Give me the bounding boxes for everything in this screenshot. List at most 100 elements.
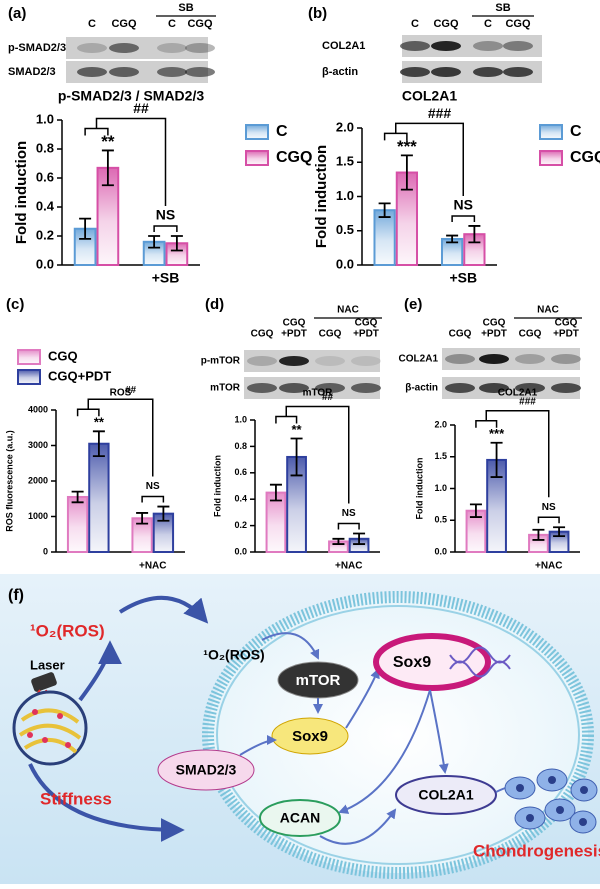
error-bar [553, 526, 566, 538]
laser-label: Laser [30, 657, 65, 672]
ros-outer-label: ¹O₂(ROS) [30, 621, 105, 640]
ns-label: NS [342, 508, 356, 519]
lane-label: CGQ [433, 18, 459, 30]
legend-swatch [17, 369, 41, 385]
legend-label: C [276, 123, 288, 140]
particle [12, 690, 88, 766]
y-tick-label: 0.5 [434, 515, 447, 525]
y-tick-label: 0.2 [36, 227, 54, 242]
blot-band [400, 41, 430, 51]
y-tick-label: 1.5 [434, 451, 447, 461]
group-significance-label: ## [133, 100, 149, 116]
lane-label: CGQ [555, 318, 578, 329]
lane-label: +PDT [353, 329, 379, 340]
legend-swatch [539, 124, 563, 140]
blot-band [473, 67, 503, 77]
bar [66, 495, 89, 554]
blot-band [445, 383, 475, 393]
group-label: NAC [537, 305, 559, 316]
error-bar [79, 217, 92, 240]
bracket [451, 215, 476, 222]
stiffness-label: Stiffness [40, 789, 112, 808]
blot-band [351, 383, 381, 393]
blot-band [503, 41, 533, 51]
arrow [78, 640, 122, 702]
x-tick-label: +NAC [139, 561, 167, 572]
error-bar [101, 149, 114, 187]
lane-label: C [168, 18, 176, 30]
blot-strip [442, 348, 580, 370]
node-label: Sox9 [393, 654, 431, 671]
arrow [338, 689, 431, 814]
error-bar [269, 483, 282, 502]
blot-band [185, 67, 215, 77]
blot-band [431, 41, 461, 51]
bracket [141, 495, 165, 503]
y-tick-label: 3000 [28, 440, 48, 450]
y-tick-label: 2.0 [336, 119, 354, 134]
blot-band [431, 67, 461, 77]
blot-strip [402, 35, 542, 57]
error-bar [71, 490, 84, 504]
x-tick-label: +NAC [335, 561, 363, 572]
panel-label: (f) [8, 587, 24, 604]
node [157, 749, 255, 791]
blot-band [479, 383, 509, 393]
blot-strip [402, 61, 542, 83]
blot-band [479, 354, 509, 364]
blot-band [279, 383, 309, 393]
chart-title: COL2A1 [498, 388, 538, 399]
particle-fibers [18, 708, 82, 754]
ns-label: NS [156, 207, 175, 223]
cell-membrane [216, 605, 580, 865]
lane-label: C [411, 18, 419, 30]
y-tick-label: 1.5 [336, 154, 354, 169]
blot-band [473, 41, 503, 51]
y-axis-label: Fold induction [313, 145, 330, 248]
error-bar [170, 235, 183, 252]
blot-band [185, 43, 215, 53]
blot-band [551, 383, 581, 393]
lane-label: CGQ [283, 318, 306, 329]
blot-band [315, 383, 345, 393]
row-label: β-actin [405, 383, 438, 394]
error-bar [378, 202, 391, 218]
arrow [239, 735, 277, 756]
panel-label: (a) [8, 5, 26, 22]
nucleus [373, 633, 491, 691]
lane-label: CGQ [519, 329, 542, 340]
error-bar [400, 154, 413, 191]
panel-label: (c) [6, 296, 24, 313]
error-bar [532, 528, 545, 541]
group-label: NAC [337, 305, 359, 316]
group-significance-label: ## [125, 385, 137, 396]
error-bar [353, 532, 366, 545]
y-tick-label: 1.0 [434, 483, 447, 493]
laser-device [31, 672, 57, 692]
y-tick-label: 1.0 [36, 111, 54, 126]
y-tick-label: 0.6 [234, 467, 247, 477]
chart-title: mTOR [303, 388, 334, 399]
lane-label: C [88, 18, 96, 30]
legend-label: CGQ [276, 149, 312, 166]
error-bar [446, 234, 459, 244]
bar [88, 442, 110, 554]
y-tick-label: 0.0 [336, 256, 354, 271]
error-bar [136, 512, 149, 525]
x-tick-label: +SB [449, 270, 477, 286]
row-label: β-actin [322, 66, 358, 78]
legend-swatch [539, 150, 563, 166]
panel-label: (e) [404, 296, 422, 313]
arrow [429, 689, 449, 774]
blot-band [157, 67, 187, 77]
lane-label: CGQ [251, 329, 274, 340]
node [259, 799, 341, 837]
lane-label: C [484, 18, 492, 30]
blot-band [279, 356, 309, 366]
y-tick-label: 0.5 [336, 222, 354, 237]
lane-label: CGQ [187, 18, 213, 30]
arrow [118, 595, 209, 624]
bracket [95, 117, 167, 206]
y-tick-label: 1.0 [336, 188, 354, 203]
